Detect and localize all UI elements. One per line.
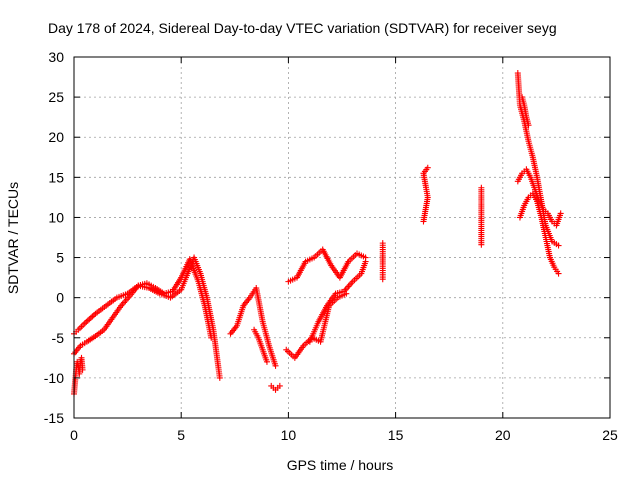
y-axis-title: SDTVAR / TECUs xyxy=(5,182,21,294)
data-point xyxy=(424,164,431,171)
series-track-a xyxy=(71,254,223,381)
series-track-l xyxy=(478,184,485,248)
x-tick-label: 25 xyxy=(602,427,618,443)
y-tick-label: -10 xyxy=(44,370,64,386)
y-tick-label: 0 xyxy=(56,290,64,306)
data-point xyxy=(87,314,94,321)
x-tick-label: 10 xyxy=(281,427,297,443)
x-tick-label: 15 xyxy=(388,427,404,443)
y-tick-label: 20 xyxy=(48,129,64,145)
data-point xyxy=(216,374,223,381)
series-track-k xyxy=(420,164,431,225)
data-point xyxy=(272,362,279,369)
series-track-j xyxy=(379,240,386,283)
y-tick-label: 15 xyxy=(48,169,64,185)
series-track-c xyxy=(71,354,86,397)
y-tick-label: -15 xyxy=(44,410,64,426)
y-tick-label: 5 xyxy=(56,250,64,266)
y-tick-label: 30 xyxy=(48,49,64,65)
data-point xyxy=(90,312,97,319)
data-point xyxy=(276,382,283,389)
y-tick-label: 25 xyxy=(48,89,64,105)
data-point xyxy=(379,276,386,283)
data-point xyxy=(84,317,91,324)
x-tick-label: 20 xyxy=(495,427,511,443)
x-axis-title: GPS time / hours xyxy=(287,457,394,473)
data-point xyxy=(79,366,86,373)
data-point xyxy=(555,242,562,249)
series-track-f xyxy=(268,382,283,393)
data-point xyxy=(555,270,562,277)
series-track-i xyxy=(306,258,369,345)
data-points xyxy=(71,70,564,397)
x-tick-label: 0 xyxy=(70,427,78,443)
data-point xyxy=(557,210,564,217)
axis-ticks: 0 5 10 15 20 25 -15 -10 -5 0 5 10 15 20 25 30 xyxy=(44,49,618,443)
y-tick-label: -5 xyxy=(52,330,65,346)
data-point xyxy=(89,313,96,320)
series-track-d xyxy=(227,285,279,369)
series-track-p xyxy=(519,94,532,129)
grid xyxy=(74,57,610,418)
plot-frame xyxy=(73,56,611,419)
data-point xyxy=(83,318,90,325)
chart-title: Day 178 of 2024, Sidereal Day-to-day VTE… xyxy=(48,20,557,36)
data-point xyxy=(208,334,215,341)
data-point xyxy=(86,316,93,323)
data-point xyxy=(525,122,532,129)
data-point xyxy=(362,258,369,265)
series-track-e xyxy=(251,326,270,365)
data-point xyxy=(263,358,270,365)
series-track-h xyxy=(285,246,369,285)
y-tick-label: 10 xyxy=(48,209,64,225)
series-track-b xyxy=(71,256,215,357)
series-track-o xyxy=(514,166,564,229)
data-point xyxy=(478,241,485,248)
x-tick-label: 5 xyxy=(177,427,185,443)
